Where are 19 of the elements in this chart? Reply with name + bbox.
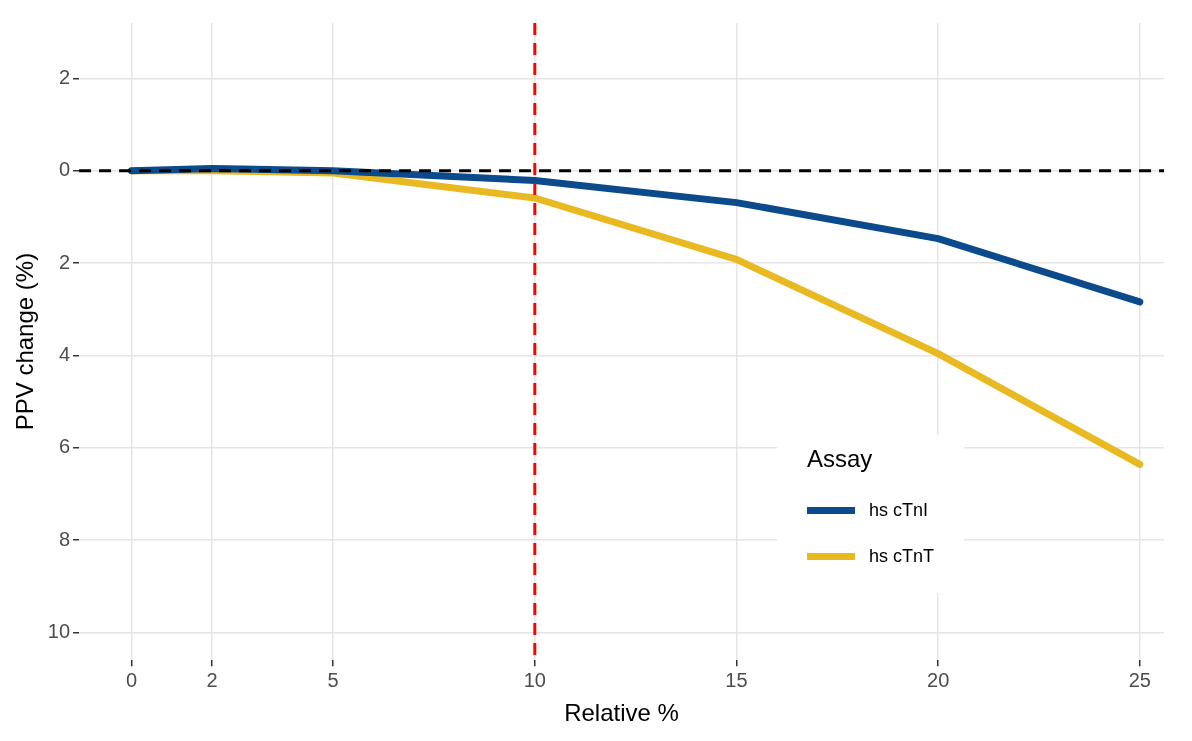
x-axis-title: Relative % xyxy=(564,699,679,727)
y-tick-label: 8 xyxy=(58,527,71,550)
x-tick-label: 0 xyxy=(125,668,138,691)
x-tick-label: 25 xyxy=(1128,668,1151,691)
x-tick-label: 15 xyxy=(725,668,748,691)
y-tick-label: 2 xyxy=(58,65,71,88)
x-tick-label: 2 xyxy=(206,668,218,691)
y-tick-label: 10 xyxy=(47,620,71,643)
legend-label: hs cTnT xyxy=(868,545,934,567)
x-tick-label: 5 xyxy=(327,668,339,691)
x-tick-label: 10 xyxy=(523,668,546,691)
legend-title: Assay xyxy=(806,445,874,473)
y-tick-label: 2 xyxy=(58,250,71,273)
y-axis-title: PPV change (%) xyxy=(11,252,39,431)
y-tick-label: 0 xyxy=(58,158,71,181)
x-tick-label: 20 xyxy=(927,668,950,691)
legend-label: hs cTnI xyxy=(868,499,929,521)
y-tick-label: 6 xyxy=(58,435,71,458)
y-tick-label: 4 xyxy=(58,342,71,365)
